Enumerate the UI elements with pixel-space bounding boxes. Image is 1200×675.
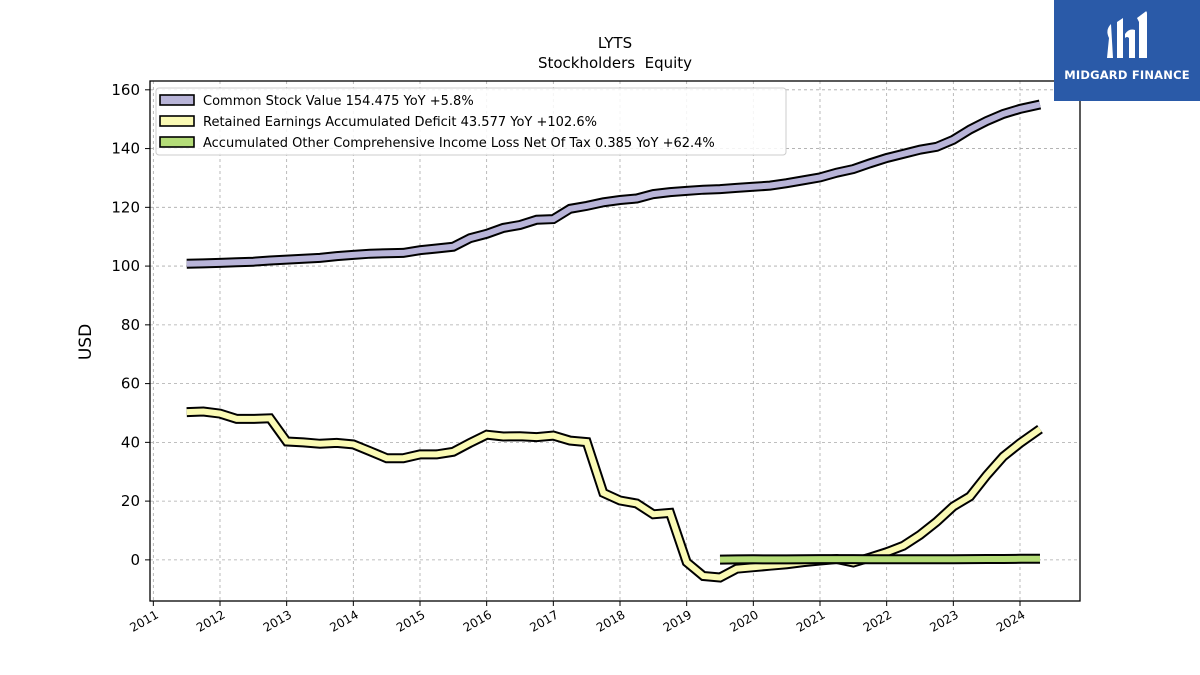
y-tick-label: 140 [111,140,140,158]
y-tick-label: 20 [121,492,140,510]
y-tick-label: 160 [111,81,140,99]
chart-title: LYTS [598,34,632,52]
legend-box [155,87,787,156]
y-tick-label: 60 [121,375,140,393]
series-0 [186,99,1042,269]
plot-frame [149,80,1081,602]
legend-label: Retained Earnings Accumulated Deficit 43… [203,115,597,130]
y-axis-label: USD [76,324,96,360]
legend-swatch [159,115,195,127]
legend-swatch [159,94,195,106]
series-layer [186,99,1043,583]
midgard-logo-icon [1107,11,1147,59]
y-tick-label: 40 [121,433,140,451]
series-line [186,408,1042,581]
y-tick-label: 80 [121,316,140,334]
y-tick-label: 120 [111,198,140,216]
legend-swatch [159,136,195,148]
chart-subtitle: Stockholders Equity [538,54,692,72]
legend: Common Stock Value 154.475 YoY +5.8% Reta… [155,87,787,156]
series-2 [719,553,1041,565]
grid-lines [150,81,1080,601]
legend-label: Common Stock Value 154.475 YoY +5.8% [203,94,474,109]
series-line [186,101,1041,267]
series-1 [186,406,1043,583]
logo-text: MIDGARD FINANCE [1064,68,1190,82]
series-line [719,555,1041,563]
y-tick-label: 100 [111,257,140,275]
legend-label: Accumulated Other Comprehensive Income L… [203,136,715,151]
y-tick-label: 0 [130,551,140,569]
midgard-finance-logo: MIDGARD FINANCE [1054,0,1200,101]
